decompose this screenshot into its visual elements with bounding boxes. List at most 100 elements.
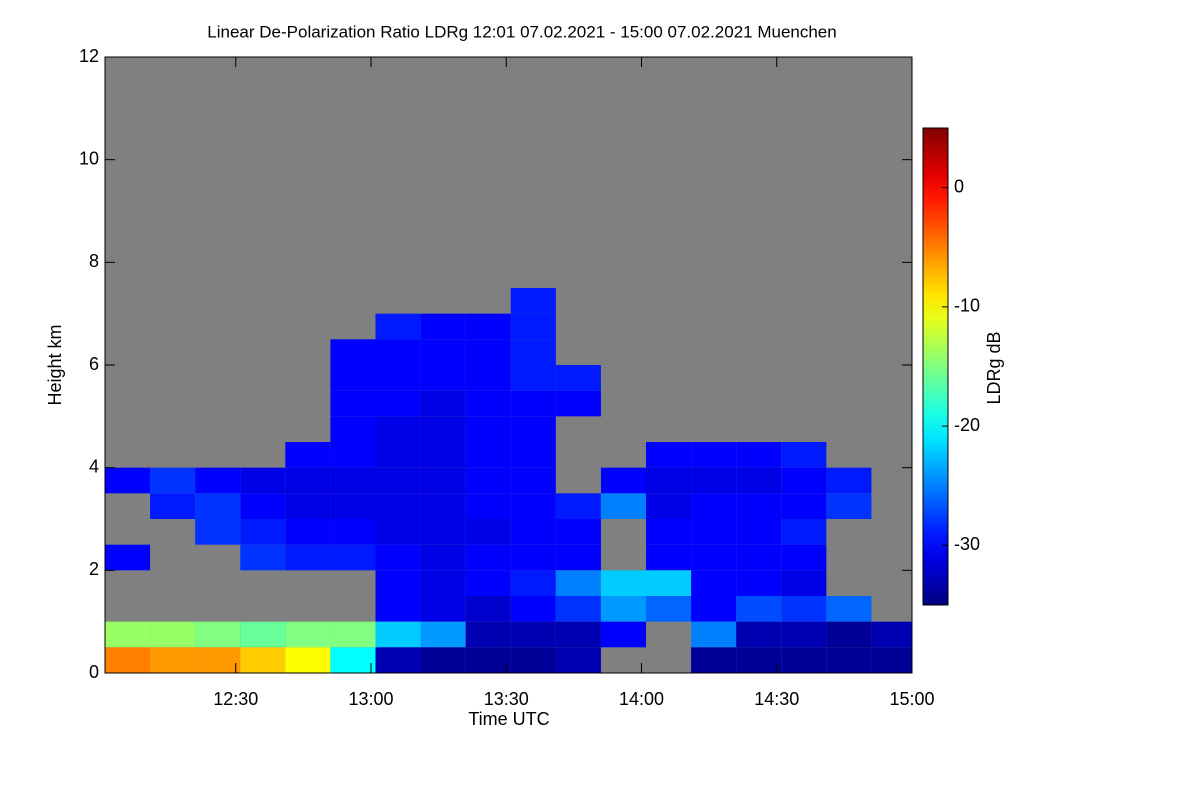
heatmap-cell <box>781 596 827 622</box>
heatmap-cell <box>330 493 376 519</box>
heatmap-cell <box>691 647 737 673</box>
heatmap-cell <box>420 519 466 545</box>
colorbar-tick-label: -20 <box>954 415 980 435</box>
colorbar-tick-label: -30 <box>954 534 980 554</box>
heatmap-cell <box>510 467 556 494</box>
heatmap-cell <box>600 621 647 648</box>
heatmap-cell <box>420 390 466 417</box>
heatmap-cell <box>826 621 872 648</box>
heatmap-cell <box>781 519 827 545</box>
heatmap-cell <box>375 416 421 442</box>
y-tick-label: 0 <box>89 662 99 682</box>
colorbar <box>922 127 949 606</box>
heatmap-cell <box>375 519 421 545</box>
heatmap-cell <box>420 339 466 365</box>
heatmap-cell <box>420 442 466 468</box>
heatmap-cell <box>240 647 286 673</box>
heatmap-cell <box>510 596 556 622</box>
heatmap-cell <box>555 493 601 519</box>
heatmap-cell <box>420 570 466 596</box>
heatmap-cell <box>510 442 556 468</box>
heatmap-cell <box>195 493 241 519</box>
heatmap-cell <box>826 467 872 494</box>
heatmap-cell <box>330 467 376 494</box>
heatmap-cell <box>330 544 376 571</box>
heatmap-cell <box>330 621 376 648</box>
heatmap-cell <box>240 493 286 519</box>
heatmap-cell <box>510 621 556 648</box>
heatmap-cell <box>465 442 511 468</box>
heatmap-cell <box>240 467 286 494</box>
heatmap-cell <box>285 519 331 545</box>
y-tick-label: 10 <box>79 148 99 168</box>
heatmap-cell <box>555 390 601 417</box>
heatmap-cell <box>375 544 421 571</box>
heatmap-cell <box>826 493 872 519</box>
heatmap-cell <box>555 621 601 648</box>
heatmap-cell <box>510 288 556 314</box>
heatmap-cell <box>330 647 376 673</box>
heatmap-cell <box>330 519 376 545</box>
y-tick-label: 4 <box>89 456 99 476</box>
heatmap-cell <box>465 390 511 417</box>
heatmap-cell <box>555 544 601 571</box>
x-tick-label: 13:30 <box>484 689 529 709</box>
heatmap-cell <box>465 519 511 545</box>
heatmap-cell <box>465 621 511 648</box>
heatmap-cell <box>555 647 601 673</box>
heatmap-cell <box>646 493 692 519</box>
heatmap-cell <box>465 313 511 340</box>
heatmap-cell <box>736 442 782 468</box>
heatmap-cell <box>285 493 331 519</box>
heatmap-cell <box>510 339 556 365</box>
heatmap-cell <box>375 339 421 365</box>
heatmap-cell <box>781 544 827 571</box>
heatmap-cell <box>285 467 331 494</box>
heatmap-cell <box>105 544 151 571</box>
heatmap-cell <box>420 647 466 673</box>
heatmap-cell <box>781 647 827 673</box>
heatmap-cell <box>375 390 421 417</box>
heatmap-cell <box>510 493 556 519</box>
heatmap-cell <box>330 339 376 365</box>
x-tick-label: 14:30 <box>754 689 799 709</box>
heatmap-cell <box>691 621 737 648</box>
heatmap-cell <box>420 596 466 622</box>
heatmap-cell <box>510 647 556 673</box>
heatmap-cell <box>736 519 782 545</box>
chart-title: Linear De-Polarization Ratio LDRg 12:01 … <box>207 22 836 41</box>
heatmap-cell <box>691 544 737 571</box>
heatmap-cell <box>691 570 737 596</box>
heatmap-cell <box>736 467 782 494</box>
heatmap-cell <box>691 467 737 494</box>
heatmap-cell <box>510 570 556 596</box>
colorbar-label: LDRg dB <box>984 331 1004 404</box>
heatmap-cell <box>375 621 421 648</box>
y-axis-label: Height km <box>45 324 65 405</box>
heatmap-cell <box>465 416 511 442</box>
heatmap-cell <box>871 621 912 648</box>
y-tick-label: 2 <box>89 559 99 579</box>
heatmap-cell <box>871 647 912 673</box>
heatmap-cell <box>240 544 286 571</box>
heatmap-cell <box>285 442 331 468</box>
y-tick-label: 12 <box>79 46 99 66</box>
heatmap-cell <box>420 416 466 442</box>
heatmap-cell <box>781 467 827 494</box>
heatmap-cell <box>150 493 196 519</box>
heatmap-cell <box>420 365 466 391</box>
heatmap-cell <box>105 621 151 648</box>
colorbar-tick-label: 0 <box>954 176 964 196</box>
heatmap-cell <box>600 493 647 519</box>
heatmap-cell <box>240 621 286 648</box>
heatmap-cell <box>691 442 737 468</box>
heatmap-cell <box>600 596 647 622</box>
x-tick-label: 15:00 <box>889 689 934 709</box>
heatmap-cell <box>375 313 421 340</box>
heatmap-cell <box>285 544 331 571</box>
heatmap-cell <box>150 467 196 494</box>
heatmap-cell <box>736 596 782 622</box>
heatmap-cell <box>691 519 737 545</box>
heatmap-cell <box>420 621 466 648</box>
heatmap-cell <box>555 519 601 545</box>
